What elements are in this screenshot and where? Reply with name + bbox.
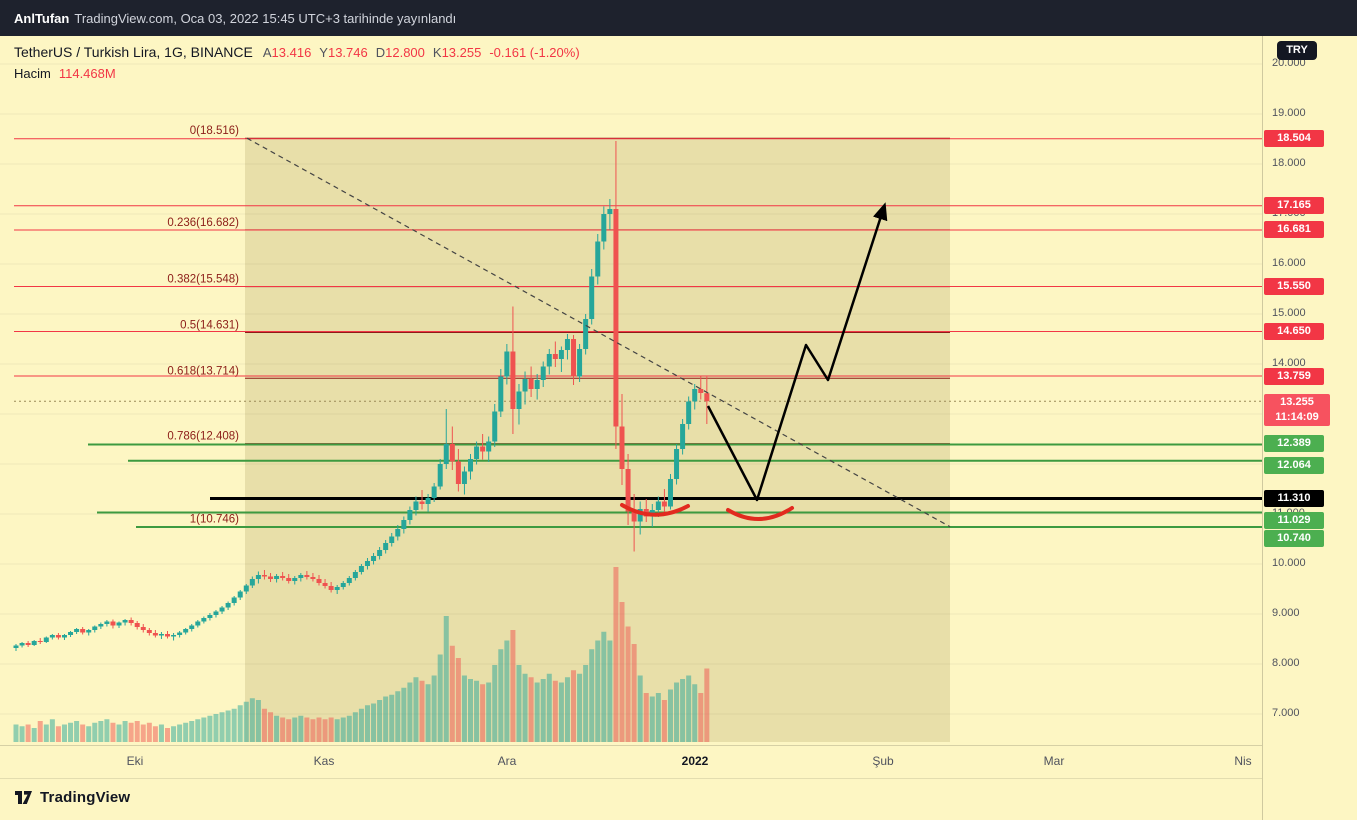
fib-level-label: 0(18.516) bbox=[190, 125, 239, 137]
price-label-pill: 12.389 bbox=[1264, 435, 1324, 452]
tradingview-logo[interactable]: TradingView bbox=[14, 788, 130, 807]
price-label-pill: 10.740 bbox=[1264, 530, 1324, 547]
price-axis-scale[interactable]: TRY 20.00019.00018.00017.00016.00015.000… bbox=[1262, 36, 1357, 820]
tradingview-logo-icon bbox=[15, 791, 32, 804]
price-label-pill: 17.165 bbox=[1264, 197, 1324, 214]
price-label-pill: 13.759 bbox=[1264, 368, 1324, 385]
price-label-pill: 14.650 bbox=[1264, 323, 1324, 340]
price-label-pill: 11.029 bbox=[1264, 512, 1324, 529]
price-tick: 18.000 bbox=[1272, 157, 1306, 169]
close-label: K bbox=[432, 45, 442, 60]
fib-level-label: 0.5(14.631) bbox=[180, 319, 239, 331]
price-tick: 7.000 bbox=[1272, 707, 1300, 719]
price-label-pill: 16.681 bbox=[1264, 221, 1324, 238]
fib-level-label: 1(10.746) bbox=[190, 514, 239, 526]
fib-level-label: 0.382(15.548) bbox=[167, 274, 239, 286]
published-username: AnlTufan bbox=[14, 10, 70, 26]
price-label-pill: 15.550 bbox=[1264, 278, 1324, 295]
price-tick: 16.000 bbox=[1272, 257, 1306, 269]
ohlc-values: A13.416 Y13.746 D12.800 K13.255 -0.161 (… bbox=[263, 45, 580, 60]
volume-value: 114.468M bbox=[58, 66, 116, 81]
price-tick: 14.000 bbox=[1272, 357, 1306, 369]
open-value: 13.416 bbox=[271, 45, 312, 60]
low-value: 12.800 bbox=[385, 45, 425, 60]
price-tick: 19.000 bbox=[1272, 107, 1306, 119]
currency-toggle-button[interactable]: TRY bbox=[1277, 41, 1317, 60]
high-value: 13.746 bbox=[327, 45, 368, 60]
time-axis-label: Ara bbox=[497, 754, 517, 768]
open-label: A bbox=[262, 45, 272, 60]
price-tick: 15.000 bbox=[1272, 307, 1306, 319]
red-arc-drawing[interactable] bbox=[620, 503, 690, 517]
fib-level-label: 0.236(16.682) bbox=[167, 217, 239, 229]
projection-arrow-drawing[interactable] bbox=[706, 202, 888, 502]
chart-canvas[interactable]: 0(18.516) 0.236(16.682) 0.382(15.548) 0.5(1… bbox=[0, 36, 1262, 820]
tradingview-logo-text: TradingView bbox=[40, 789, 131, 806]
published-bar: AnlTufan TradingView.com, Oca 03, 2022 1… bbox=[0, 0, 1357, 36]
price-tick: 20.000 bbox=[1272, 57, 1306, 69]
price-label-pill: 12.064 bbox=[1264, 457, 1324, 474]
legend: TetherUS / Turkish Lira, 1G, BINANCE A13… bbox=[14, 44, 580, 81]
red-arc-drawing[interactable] bbox=[726, 506, 794, 521]
change-value: -0.161 (-1.20%) bbox=[489, 45, 580, 60]
price-label-pill: 18.504 bbox=[1264, 130, 1324, 147]
symbol-title[interactable]: TetherUS / Turkish Lira, 1G, BINANCE bbox=[14, 44, 253, 60]
time-axis-scale[interactable]: Eki Kas Ara 2022 Şub Mar Nis bbox=[0, 745, 1262, 779]
low-label: D bbox=[375, 45, 386, 60]
close-value: 13.255 bbox=[441, 45, 482, 60]
published-text: TradingView.com, Oca 03, 2022 15:45 UTC+… bbox=[74, 10, 457, 26]
price-tick: 9.000 bbox=[1272, 607, 1300, 619]
price-tick: 10.000 bbox=[1272, 557, 1306, 569]
price-tick: 8.000 bbox=[1272, 657, 1300, 669]
time-axis-label: Kas bbox=[313, 754, 335, 768]
time-axis-label: Eki bbox=[126, 754, 144, 768]
volume-label[interactable]: Hacim bbox=[14, 66, 51, 81]
time-axis-label: Mar bbox=[1043, 754, 1065, 768]
price-label-pill: 11.310 bbox=[1264, 490, 1324, 507]
fib-level-label: 0.786(12.408) bbox=[167, 431, 239, 443]
time-axis-label: 2022 bbox=[681, 754, 709, 768]
price-label-pill: 13.255 11:14:09 bbox=[1264, 394, 1330, 426]
time-axis-label: Şub bbox=[872, 754, 894, 768]
high-label: Y bbox=[319, 45, 328, 60]
fib-level-label: 0.618(13.714) bbox=[167, 365, 239, 377]
time-axis-label: Nis bbox=[1234, 754, 1252, 768]
